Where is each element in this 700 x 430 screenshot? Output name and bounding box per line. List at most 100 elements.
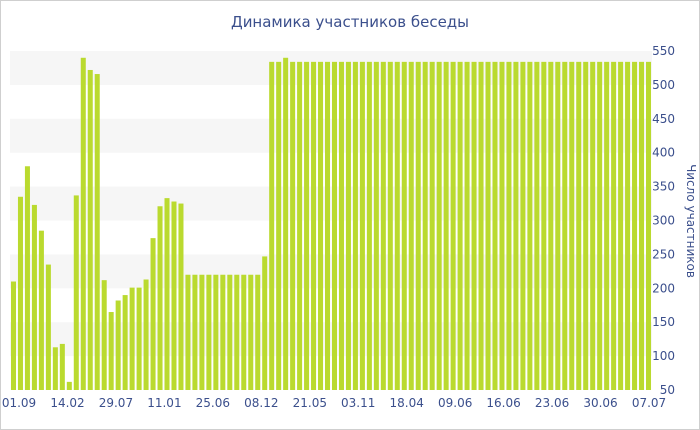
bar [199,274,205,390]
bar [422,61,428,390]
bar [562,61,568,390]
bar [24,166,30,390]
bar [450,61,456,390]
bar [73,195,79,390]
bar [318,61,324,390]
bar [262,256,268,390]
x-tick-label: 21.05 [293,396,327,410]
bar [290,61,296,390]
bar [464,61,470,390]
bar [492,61,498,390]
x-tick-label: 16.06 [486,396,520,410]
bar [94,74,100,391]
bar [269,61,275,390]
bar [527,61,533,390]
x-tick-label: 03.11 [341,396,375,410]
bar [143,279,149,390]
bar [157,206,163,390]
x-tick-label: 30.06 [583,396,617,410]
bar [80,57,86,390]
bar [248,274,254,390]
bar [429,61,435,390]
bar [646,61,652,390]
bar [31,204,37,390]
bar [373,61,379,390]
bar [338,61,344,390]
bar [325,61,331,390]
bar [59,343,65,390]
bar [38,230,44,390]
y-tick-label: 100 [652,349,675,363]
y-axis-ticks: 50 100 150 200 250 300 350 400 450 500 550 [652,44,675,397]
bar [436,61,442,390]
bar [101,280,107,390]
bar [213,274,219,390]
bar [471,61,477,390]
x-tick-label: 25.06 [196,396,230,410]
bar [192,274,198,390]
x-tick-label: 18.04 [390,396,424,410]
bar [122,295,128,390]
bar [129,287,135,390]
y-tick-label: 550 [652,44,675,58]
x-tick-label: 14.02 [50,396,84,410]
x-tick-label: 11.01 [147,396,181,410]
bar [206,274,212,390]
y-tick-label: 250 [652,247,675,261]
bar [618,61,624,390]
bar [255,274,261,390]
bar [499,61,505,390]
bar [220,274,226,390]
bar [415,61,421,390]
bar [297,61,303,390]
bar [366,61,372,390]
y-tick-label: 500 [652,78,675,92]
bar [276,61,282,390]
bar [66,381,72,390]
y-tick-label: 400 [652,146,675,160]
bar [506,61,512,390]
bar [359,61,365,390]
bar [408,61,414,390]
bar [234,274,240,390]
bar [136,287,142,390]
bar [304,61,310,390]
bar [311,61,317,390]
x-tick-label: 07.07 [632,396,666,410]
bar [534,61,540,390]
bar [394,61,400,390]
bar [45,264,51,390]
x-tick-label: 08.12 [244,396,278,410]
bar [625,61,631,390]
bar [513,61,519,390]
chart-title: Динамика участников беседы [230,13,470,31]
x-tick-label: 29.07 [99,396,133,410]
bar [345,61,351,390]
bar [548,61,554,390]
x-tick-label: 09.06 [438,396,472,410]
bar [541,61,547,390]
y-tick-label: 200 [652,281,675,295]
bar [227,274,233,390]
x-axis-ticks: 01.09 14.02 29.07 11.01 25.06 08.12 21.05 03.11… [2,396,666,410]
bar [604,61,610,390]
bar [597,61,603,390]
bars [10,57,652,391]
bar [632,61,638,390]
y-axis-label: Число участников [684,164,698,278]
bar [115,300,121,390]
bar [185,274,191,390]
bar [485,61,491,390]
bar [52,347,58,390]
bar [178,203,184,390]
bar [401,61,407,390]
bar [352,61,358,390]
bar [108,312,114,390]
bar [555,61,561,390]
bar [520,61,526,390]
x-tick-label: 01.09 [2,396,36,410]
bar [17,196,23,390]
bar [283,57,289,390]
